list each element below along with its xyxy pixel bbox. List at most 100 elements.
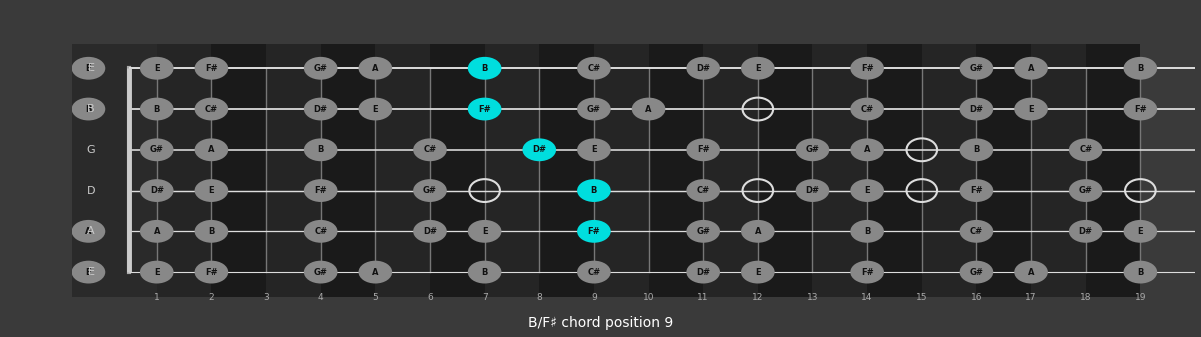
- Ellipse shape: [141, 139, 174, 161]
- Ellipse shape: [304, 179, 337, 202]
- Ellipse shape: [141, 261, 174, 283]
- Text: F#: F#: [970, 186, 982, 195]
- Ellipse shape: [359, 98, 393, 120]
- Ellipse shape: [468, 98, 502, 120]
- Text: 14: 14: [861, 293, 873, 302]
- Text: F#: F#: [587, 227, 600, 236]
- Bar: [130, 44, 157, 297]
- Ellipse shape: [413, 220, 447, 243]
- Text: D#: D#: [969, 104, 984, 114]
- Bar: [649, 44, 704, 297]
- Bar: [594, 44, 649, 297]
- Ellipse shape: [960, 98, 993, 120]
- Ellipse shape: [1123, 261, 1158, 283]
- Ellipse shape: [960, 261, 993, 283]
- Ellipse shape: [72, 57, 106, 80]
- Ellipse shape: [1069, 220, 1103, 243]
- Text: 6: 6: [428, 293, 432, 302]
- Text: F#: F#: [861, 268, 873, 277]
- Text: E: E: [1028, 104, 1034, 114]
- Text: 3: 3: [263, 293, 269, 302]
- Text: F#: F#: [478, 104, 491, 114]
- Text: D#: D#: [423, 227, 437, 236]
- Ellipse shape: [195, 261, 228, 283]
- Text: F#: F#: [1134, 104, 1147, 114]
- Text: G#: G#: [1078, 186, 1093, 195]
- Text: A: A: [754, 227, 761, 236]
- Text: B: B: [973, 145, 980, 154]
- Text: C#: C#: [970, 227, 982, 236]
- Text: A: A: [864, 145, 871, 154]
- Ellipse shape: [195, 220, 228, 243]
- Text: D#: D#: [697, 64, 710, 73]
- Text: G: G: [86, 145, 96, 155]
- Bar: [704, 44, 758, 297]
- Text: E: E: [1137, 227, 1143, 236]
- Ellipse shape: [195, 179, 228, 202]
- Text: G#: G#: [969, 64, 984, 73]
- Ellipse shape: [304, 139, 337, 161]
- Text: 13: 13: [807, 293, 818, 302]
- Ellipse shape: [576, 57, 611, 80]
- Bar: [376, 44, 430, 297]
- Text: 11: 11: [698, 293, 709, 302]
- Text: 17: 17: [1026, 293, 1036, 302]
- Ellipse shape: [468, 261, 502, 283]
- Bar: [267, 44, 321, 297]
- Text: A: A: [88, 226, 95, 236]
- Ellipse shape: [850, 220, 884, 243]
- Ellipse shape: [1069, 179, 1103, 202]
- Ellipse shape: [468, 57, 502, 80]
- Text: E: E: [755, 268, 760, 277]
- Text: B: B: [208, 227, 215, 236]
- Bar: [813, 44, 867, 297]
- Text: D#: D#: [806, 186, 819, 195]
- Bar: [976, 44, 1032, 297]
- Text: G#: G#: [423, 186, 437, 195]
- Ellipse shape: [141, 57, 174, 80]
- Ellipse shape: [141, 179, 174, 202]
- Text: E: E: [85, 268, 91, 277]
- Ellipse shape: [850, 261, 884, 283]
- Text: E: E: [88, 63, 95, 73]
- Text: E: E: [372, 104, 378, 114]
- Text: F#: F#: [205, 64, 217, 73]
- Ellipse shape: [413, 179, 447, 202]
- Text: C#: C#: [697, 186, 710, 195]
- Text: B: B: [88, 104, 95, 114]
- Text: 4: 4: [318, 293, 323, 302]
- Text: D: D: [86, 186, 95, 195]
- Ellipse shape: [195, 139, 228, 161]
- Text: E: E: [755, 64, 760, 73]
- Text: D#: D#: [1078, 227, 1093, 236]
- Ellipse shape: [1123, 220, 1158, 243]
- Text: E: E: [209, 186, 214, 195]
- Ellipse shape: [741, 261, 775, 283]
- Ellipse shape: [304, 57, 337, 80]
- Text: 10: 10: [643, 293, 655, 302]
- Text: B: B: [1137, 268, 1143, 277]
- Text: 7: 7: [482, 293, 488, 302]
- Ellipse shape: [522, 139, 556, 161]
- Ellipse shape: [960, 220, 993, 243]
- Ellipse shape: [195, 57, 228, 80]
- Text: G#: G#: [313, 64, 328, 73]
- Text: B: B: [591, 186, 597, 195]
- Text: G#: G#: [150, 145, 163, 154]
- Text: B: B: [154, 104, 160, 114]
- Ellipse shape: [304, 220, 337, 243]
- Text: 15: 15: [916, 293, 927, 302]
- Text: D#: D#: [697, 268, 710, 277]
- Ellipse shape: [850, 139, 884, 161]
- Ellipse shape: [741, 220, 775, 243]
- Text: A: A: [208, 145, 215, 154]
- Ellipse shape: [1014, 98, 1048, 120]
- Text: 1: 1: [154, 293, 160, 302]
- Ellipse shape: [850, 98, 884, 120]
- Bar: [867, 44, 922, 297]
- Text: F#: F#: [861, 64, 873, 73]
- Text: G#: G#: [969, 268, 984, 277]
- Bar: [485, 44, 539, 297]
- Text: F#: F#: [205, 268, 217, 277]
- Bar: [922, 44, 976, 297]
